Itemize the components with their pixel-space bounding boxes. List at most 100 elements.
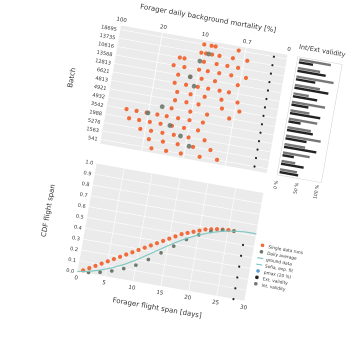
cdf-point xyxy=(121,266,126,271)
validity-bar xyxy=(282,154,295,159)
scatter-point xyxy=(124,107,129,112)
scatter-point xyxy=(149,146,154,151)
cdf-gridline-v xyxy=(216,187,237,297)
validity-bar xyxy=(295,78,316,84)
cdf-y-tick-label: 1.0 xyxy=(85,159,94,166)
cdf-gridline-v xyxy=(132,173,153,282)
cdf-point xyxy=(179,232,184,237)
cdf-point xyxy=(239,254,243,257)
validity-bar xyxy=(279,168,298,174)
validity-plot-background xyxy=(276,56,343,183)
scatter-point xyxy=(214,61,219,67)
validity-bar xyxy=(294,86,329,95)
scatter-point xyxy=(181,125,187,131)
validity-bars xyxy=(279,58,334,177)
scatter-point xyxy=(175,89,180,95)
scatter-point xyxy=(226,90,232,95)
scatter-gridline-v xyxy=(224,47,247,166)
validity-bar xyxy=(286,128,314,136)
scatter-point xyxy=(201,59,207,64)
scatter-point xyxy=(137,117,142,123)
cdf-point xyxy=(98,270,102,275)
scatter-gridline-v xyxy=(141,32,163,151)
validity-bar xyxy=(285,137,307,144)
scatter-point xyxy=(257,140,261,143)
scatter-y-tick-label: 5276 xyxy=(87,118,101,126)
cdf-point xyxy=(130,250,135,255)
validity-bar xyxy=(279,170,299,177)
scatter-point xyxy=(236,48,241,53)
scatter-point xyxy=(197,58,203,64)
scatter-point xyxy=(256,148,259,151)
cdf-x-tick-label: 15 xyxy=(156,290,164,297)
scatter-x-tick-labels: 100 20 10 0.7 0 xyxy=(116,17,292,54)
scatter-point xyxy=(158,121,163,126)
scatter-point xyxy=(199,76,204,81)
scatter-point xyxy=(235,100,240,105)
cdf-y-tick-label: 0.1 xyxy=(68,257,77,264)
scatter-point xyxy=(160,130,165,135)
cdf-point xyxy=(117,254,123,259)
scatter-point xyxy=(263,106,267,109)
scatter-point xyxy=(169,106,174,111)
cdf-x-tick-label: 25 xyxy=(212,300,220,307)
validity-bar xyxy=(288,117,318,125)
cdf-panel: 0.0 0.1 0.2 0.3 0.4 0.5 0.6 0.7 0.8 0.9 1.0 0 5 10 15… xyxy=(40,159,304,319)
scatter-point xyxy=(206,86,211,91)
legend-label: Ext. validity xyxy=(262,276,288,286)
scatter-point xyxy=(219,106,225,111)
scatter-point xyxy=(254,156,258,160)
validity-bar xyxy=(285,134,321,143)
scatter-point xyxy=(245,58,250,63)
validity-bar xyxy=(297,69,326,77)
validity-bar xyxy=(280,162,304,169)
scatter-point xyxy=(205,69,210,74)
cdf-point xyxy=(154,241,160,246)
cdf-y-tick-label: 0.0 xyxy=(66,268,75,275)
validity-bar xyxy=(281,159,296,165)
validity-bar xyxy=(291,100,326,109)
cdf-point xyxy=(241,243,245,247)
cdf-point xyxy=(203,227,208,232)
cdf-gridline-v xyxy=(104,168,125,277)
cdf-y-tick-label: 0.4 xyxy=(73,224,82,231)
validity-bar xyxy=(291,103,309,109)
scatter-y-tick-label: 6621 xyxy=(96,67,110,75)
scatter-point xyxy=(178,151,183,156)
scatter-gridline-v xyxy=(99,25,121,144)
cdf-point xyxy=(173,234,178,239)
cdf-point xyxy=(136,247,141,253)
validity-bar xyxy=(290,109,310,115)
scatter-point xyxy=(159,104,165,110)
scatter-point xyxy=(260,123,264,126)
scatter-point xyxy=(272,55,275,58)
legend-swatch xyxy=(259,249,264,254)
scatter-point xyxy=(214,157,220,162)
scatter-point xyxy=(146,137,151,142)
scatter-point xyxy=(138,126,143,132)
scatter-y-tick-label: 4921 xyxy=(93,84,107,92)
scatter-point xyxy=(266,89,270,92)
scatter-point xyxy=(217,88,222,93)
cdf-gridline-v xyxy=(244,192,265,302)
scatter-y-axis-label: Batch xyxy=(66,67,77,88)
scatter-point xyxy=(164,114,169,119)
legend-label: Sofia, exp. fit xyxy=(264,263,293,274)
scatter-y-tick-label: 1563 xyxy=(86,126,100,134)
scatter-point xyxy=(235,83,240,88)
validity-bar xyxy=(289,111,321,120)
scatter-point xyxy=(235,65,241,70)
scatter-y-tick-label: 18695 xyxy=(101,24,118,33)
scatter-point xyxy=(155,112,160,117)
validity-bar xyxy=(293,92,309,98)
scatter-point xyxy=(171,63,176,68)
scatter-y-tick-labels: 1869513735106161356812813662148134921493… xyxy=(86,24,118,142)
scatter-panel: 1869513735106161356812813662148134921493… xyxy=(66,3,292,174)
cdf-point xyxy=(185,230,190,236)
scatter-point xyxy=(134,108,139,113)
cdf-y-axis-label: CDF flight span xyxy=(40,184,57,238)
scatter-point xyxy=(187,118,192,123)
cdf-y-tick-labels: 0.0 0.1 0.2 0.3 0.4 0.5 0.6 0.7 0.8 0.9 1.0 xyxy=(66,159,94,275)
